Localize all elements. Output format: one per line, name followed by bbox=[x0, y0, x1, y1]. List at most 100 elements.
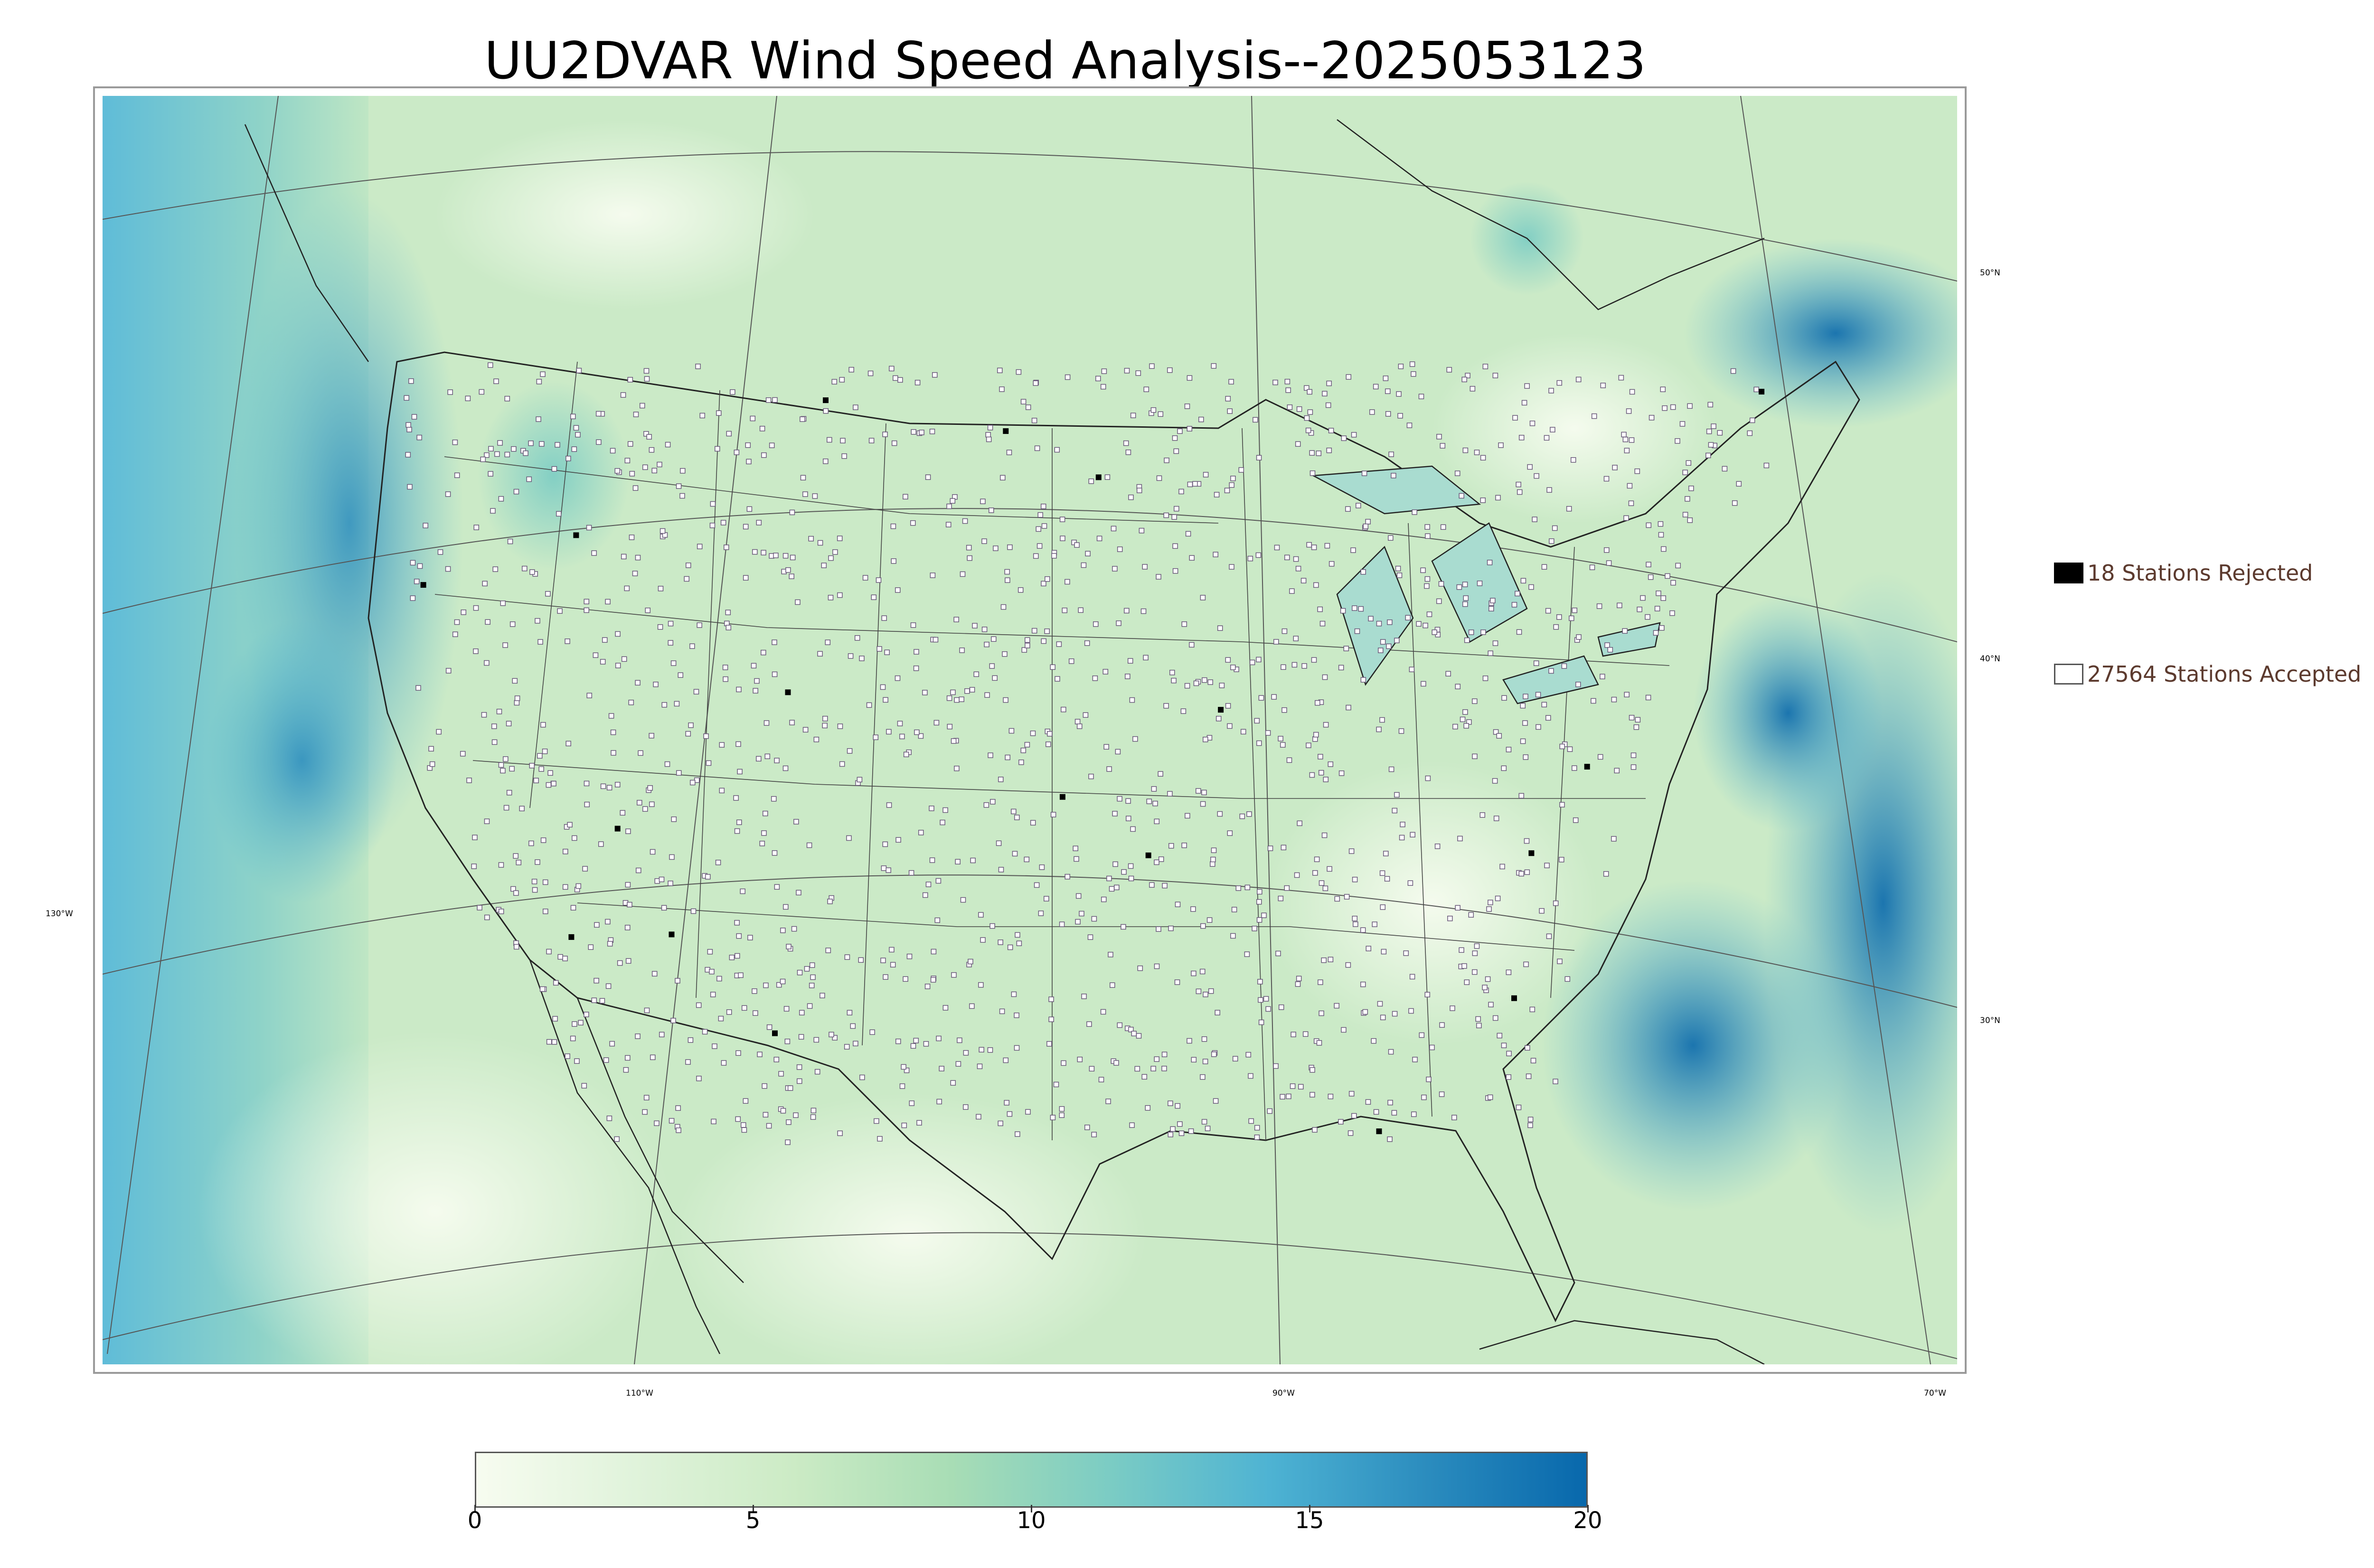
station-marker bbox=[1472, 969, 1478, 975]
station-marker bbox=[1016, 940, 1022, 946]
station-marker bbox=[1311, 545, 1317, 550]
station-marker bbox=[793, 819, 799, 825]
station-marker bbox=[1203, 736, 1208, 742]
station-marker bbox=[911, 429, 916, 435]
station-marker bbox=[766, 1024, 772, 1030]
station-marker bbox=[1529, 1006, 1536, 1013]
station-marker bbox=[1319, 620, 1326, 627]
station-marker bbox=[693, 689, 699, 695]
colorbar-tick bbox=[1309, 1505, 1310, 1512]
station-marker bbox=[504, 451, 510, 458]
station-marker bbox=[984, 641, 989, 648]
station-marker bbox=[935, 878, 942, 884]
station-marker bbox=[1168, 925, 1174, 931]
station-marker bbox=[415, 685, 421, 691]
station-marker bbox=[1007, 944, 1013, 950]
station-marker bbox=[1527, 1117, 1534, 1122]
station-marker bbox=[780, 928, 786, 933]
station-marker bbox=[868, 438, 875, 443]
station-marker bbox=[752, 988, 757, 994]
station-marker bbox=[1167, 367, 1173, 373]
station-marker bbox=[829, 1032, 834, 1038]
station-marker bbox=[1085, 551, 1091, 556]
station-marker bbox=[1014, 815, 1020, 820]
station-marker bbox=[1046, 742, 1051, 747]
station-marker bbox=[1136, 488, 1142, 493]
station-marker bbox=[1524, 838, 1530, 844]
station-marker bbox=[724, 545, 729, 550]
station-marker bbox=[1137, 965, 1143, 971]
station-marker bbox=[1660, 386, 1666, 392]
station-marker bbox=[506, 721, 512, 726]
station-marker bbox=[1480, 498, 1486, 503]
station-marker bbox=[546, 948, 552, 955]
station-marker bbox=[1454, 470, 1460, 476]
station-marker bbox=[903, 751, 909, 758]
station-marker bbox=[1289, 588, 1295, 594]
station-marker bbox=[1256, 455, 1262, 460]
station-marker bbox=[1025, 637, 1030, 643]
station-marker bbox=[978, 982, 984, 988]
station-marker bbox=[962, 518, 968, 524]
station-marker bbox=[1328, 957, 1334, 962]
station-marker bbox=[1474, 450, 1480, 455]
station-marker bbox=[477, 905, 482, 911]
station-marker bbox=[1092, 675, 1098, 681]
station-marker bbox=[1095, 376, 1101, 382]
station-marker bbox=[1296, 976, 1302, 982]
station-marker bbox=[1117, 546, 1123, 552]
station-marker bbox=[1376, 726, 1382, 732]
station-marker bbox=[1596, 603, 1602, 609]
station-marker bbox=[1149, 363, 1155, 369]
station-marker bbox=[1675, 563, 1681, 569]
map-frame[interactable] bbox=[93, 86, 1967, 1374]
station-marker bbox=[690, 779, 696, 786]
station-marker bbox=[786, 1119, 791, 1125]
station-marker bbox=[565, 741, 571, 747]
station-marker bbox=[1395, 565, 1401, 572]
station-marker bbox=[680, 468, 686, 474]
station-marker bbox=[933, 720, 940, 726]
station-marker bbox=[643, 368, 650, 374]
station-marker bbox=[963, 1104, 969, 1110]
station-marker bbox=[1061, 1060, 1066, 1066]
station-marker bbox=[610, 729, 616, 735]
station-marker bbox=[1360, 927, 1366, 933]
wind-speed-map[interactable] bbox=[103, 96, 1957, 1364]
station-marker bbox=[983, 802, 989, 808]
station-marker bbox=[1002, 651, 1008, 657]
station-marker bbox=[1151, 786, 1157, 792]
station-marker bbox=[738, 972, 744, 978]
station-marker bbox=[1685, 496, 1690, 502]
station-marker bbox=[869, 1029, 875, 1035]
station-marker bbox=[1130, 413, 1136, 418]
station-marker bbox=[998, 1120, 1003, 1127]
station-marker bbox=[897, 377, 903, 383]
station-marker bbox=[1506, 747, 1512, 752]
station-marker bbox=[531, 879, 537, 884]
station-marker bbox=[539, 441, 545, 447]
station-marker bbox=[661, 905, 667, 911]
station-marker bbox=[1407, 880, 1413, 886]
station-marker bbox=[1341, 1027, 1347, 1033]
rejected-station-marker bbox=[1511, 995, 1517, 1001]
station-marker bbox=[1061, 706, 1066, 713]
station-marker bbox=[1073, 845, 1078, 851]
station-marker bbox=[614, 1136, 620, 1142]
station-marker bbox=[1065, 873, 1070, 880]
station-marker bbox=[1200, 1074, 1206, 1080]
station-marker bbox=[716, 410, 722, 416]
station-marker bbox=[570, 905, 576, 911]
station-marker bbox=[939, 1066, 944, 1071]
station-marker bbox=[429, 761, 435, 767]
station-marker bbox=[565, 1053, 570, 1059]
rejected-station-marker bbox=[823, 397, 829, 404]
station-marker bbox=[989, 923, 995, 929]
station-marker bbox=[1245, 1052, 1252, 1058]
station-marker bbox=[1219, 683, 1225, 688]
station-marker bbox=[1649, 415, 1655, 421]
station-marker bbox=[1256, 657, 1262, 663]
station-marker bbox=[874, 1118, 879, 1124]
station-marker bbox=[1103, 744, 1109, 750]
station-marker bbox=[1495, 495, 1501, 501]
